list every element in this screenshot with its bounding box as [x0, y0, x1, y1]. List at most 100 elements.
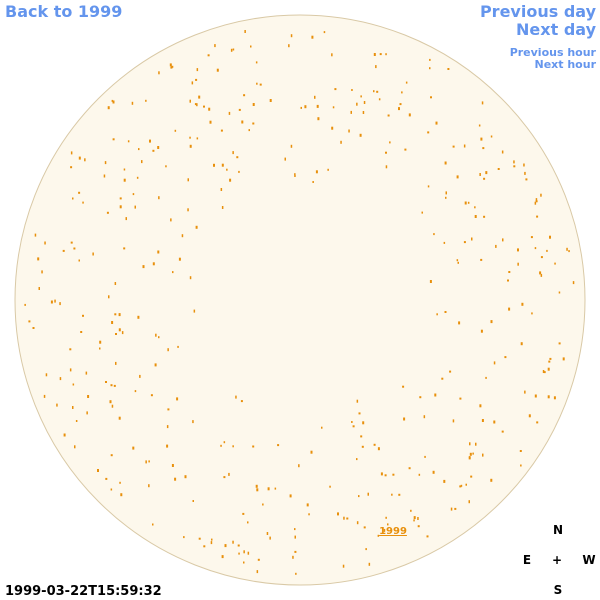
speck [240, 400, 243, 403]
speck [321, 426, 323, 429]
speck [362, 421, 365, 425]
speck [121, 331, 124, 335]
speck [373, 443, 376, 446]
speck [504, 356, 507, 359]
speck [482, 147, 485, 150]
next-hour-link[interactable]: Next hour [535, 58, 597, 71]
speck [115, 333, 117, 335]
speck [166, 425, 169, 429]
speck [131, 101, 134, 105]
speck [256, 488, 259, 492]
speck [445, 196, 447, 199]
speck [536, 421, 539, 424]
speck [158, 71, 160, 75]
next-day-link[interactable]: Next day [516, 20, 597, 39]
speck [78, 156, 81, 160]
speck [348, 129, 350, 133]
speck [391, 493, 393, 496]
speck [155, 333, 157, 337]
speck [220, 129, 223, 132]
speck [127, 140, 130, 143]
speck [170, 218, 172, 222]
solar-disk [14, 14, 586, 586]
speck [528, 414, 531, 418]
speck [334, 88, 337, 91]
speck [43, 394, 46, 398]
speck [256, 570, 259, 574]
speck [454, 507, 457, 510]
speck [363, 101, 366, 104]
speck [198, 95, 201, 99]
previous-day-link[interactable]: Previous day [480, 2, 597, 21]
speck [69, 348, 72, 351]
speck [304, 105, 307, 109]
speck [312, 181, 314, 183]
speck [247, 551, 250, 555]
speck [524, 171, 526, 175]
speck [80, 331, 83, 333]
speck [167, 408, 170, 411]
previous-hour-link[interactable]: Previous hour [510, 46, 597, 59]
speck [316, 104, 319, 108]
speck [119, 481, 121, 484]
speck [196, 137, 199, 140]
speck [463, 144, 466, 148]
speck [139, 374, 141, 378]
speck [84, 158, 86, 162]
speck [32, 327, 35, 329]
speck [475, 442, 477, 446]
speck [549, 235, 551, 239]
speck [183, 536, 185, 539]
speck [434, 393, 437, 397]
speck [152, 523, 154, 526]
speck [177, 345, 179, 348]
speck [189, 276, 192, 280]
speck [74, 445, 76, 449]
speck [232, 151, 234, 155]
speck [539, 271, 542, 275]
speck [194, 103, 197, 106]
speck [531, 312, 533, 315]
speck [109, 400, 112, 404]
speck [485, 171, 488, 175]
speck [547, 367, 550, 371]
speck [252, 103, 255, 106]
speck [470, 475, 473, 478]
speck [37, 257, 40, 261]
speck [216, 68, 219, 72]
disk-link[interactable]: 1999 [379, 526, 407, 537]
speck [548, 360, 551, 363]
speck [376, 90, 379, 93]
speck [292, 555, 294, 559]
speck [134, 205, 136, 209]
speck [134, 390, 137, 393]
speck [378, 98, 381, 101]
speck [479, 404, 482, 408]
speck [75, 420, 78, 422]
speck [540, 273, 543, 277]
speck [458, 321, 461, 325]
speck [73, 247, 76, 250]
speck [329, 485, 331, 488]
speck [277, 444, 280, 447]
speck [103, 174, 106, 178]
speck [379, 53, 382, 56]
speck [387, 114, 390, 117]
speck [149, 139, 151, 143]
speck [284, 157, 286, 161]
speck [358, 495, 360, 498]
speck [99, 340, 102, 344]
speck [41, 270, 43, 274]
speck [220, 188, 223, 191]
speck [232, 540, 234, 544]
back-link[interactable]: Back to 1999 [5, 2, 122, 21]
speck [525, 178, 528, 181]
speck [267, 487, 270, 491]
speck [110, 488, 113, 491]
speck [232, 445, 234, 448]
speck [361, 445, 364, 448]
speck [259, 83, 262, 86]
speck [70, 166, 73, 169]
speck [115, 361, 117, 365]
speck [469, 452, 472, 456]
